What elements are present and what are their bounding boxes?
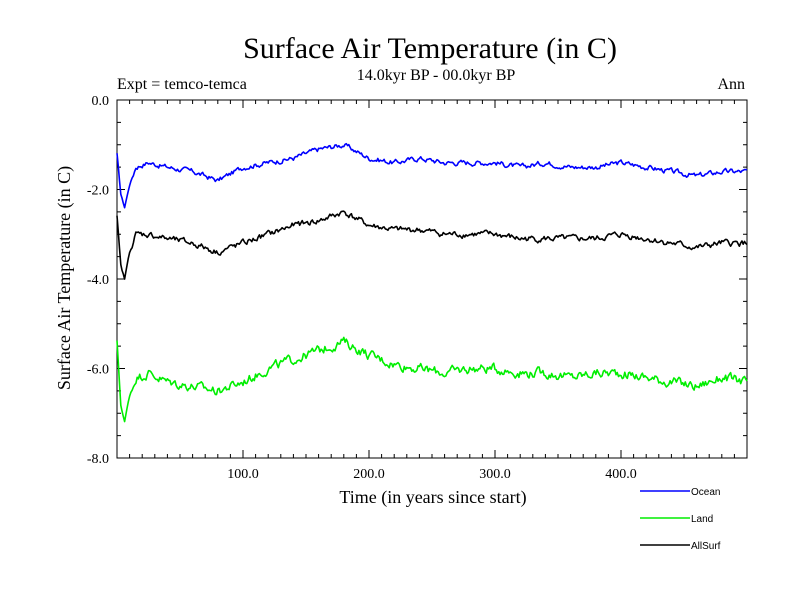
y-axis: 0.0 -2.0 -4.0 -6.0 -8.0 [87, 94, 747, 467]
series-line-land [116, 336, 748, 423]
legend-label-allsurf: AllSurf [691, 541, 721, 552]
y-axis-label: Surface Air Temperature (in C) [54, 166, 75, 390]
chart-subtitle: 14.0kyr BP - 00.0kyr BP [357, 67, 516, 84]
y-tick-label: -2.0 [87, 184, 109, 199]
y-tick-label: -6.0 [87, 363, 109, 378]
season-label: Ann [717, 76, 745, 93]
y-tick-label: 0.0 [92, 94, 110, 109]
x-tick-label: 400.0 [605, 467, 637, 482]
x-tick-label: 300.0 [479, 467, 511, 482]
series-line-allsurf [116, 210, 748, 280]
series-layer [116, 142, 748, 423]
legend-label-land: Land [691, 514, 713, 525]
legend-label-ocean: Ocean [691, 487, 720, 498]
chart-title: Surface Air Temperature (in C) [243, 32, 617, 65]
x-tick-label: 100.0 [227, 467, 259, 482]
y-tick-label: -8.0 [87, 452, 109, 467]
x-tick-label: 200.0 [353, 467, 385, 482]
x-axis: 100.0 200.0 300.0 400.0 [129, 100, 735, 482]
y-tick-label: -4.0 [87, 273, 109, 288]
experiment-label: Expt = temco-temca [117, 76, 247, 93]
plot-frame [116, 99, 748, 459]
legend: Ocean Land AllSurf [640, 487, 721, 552]
x-axis-label: Time (in years since start) [339, 487, 526, 508]
series-line-ocean [116, 142, 748, 209]
